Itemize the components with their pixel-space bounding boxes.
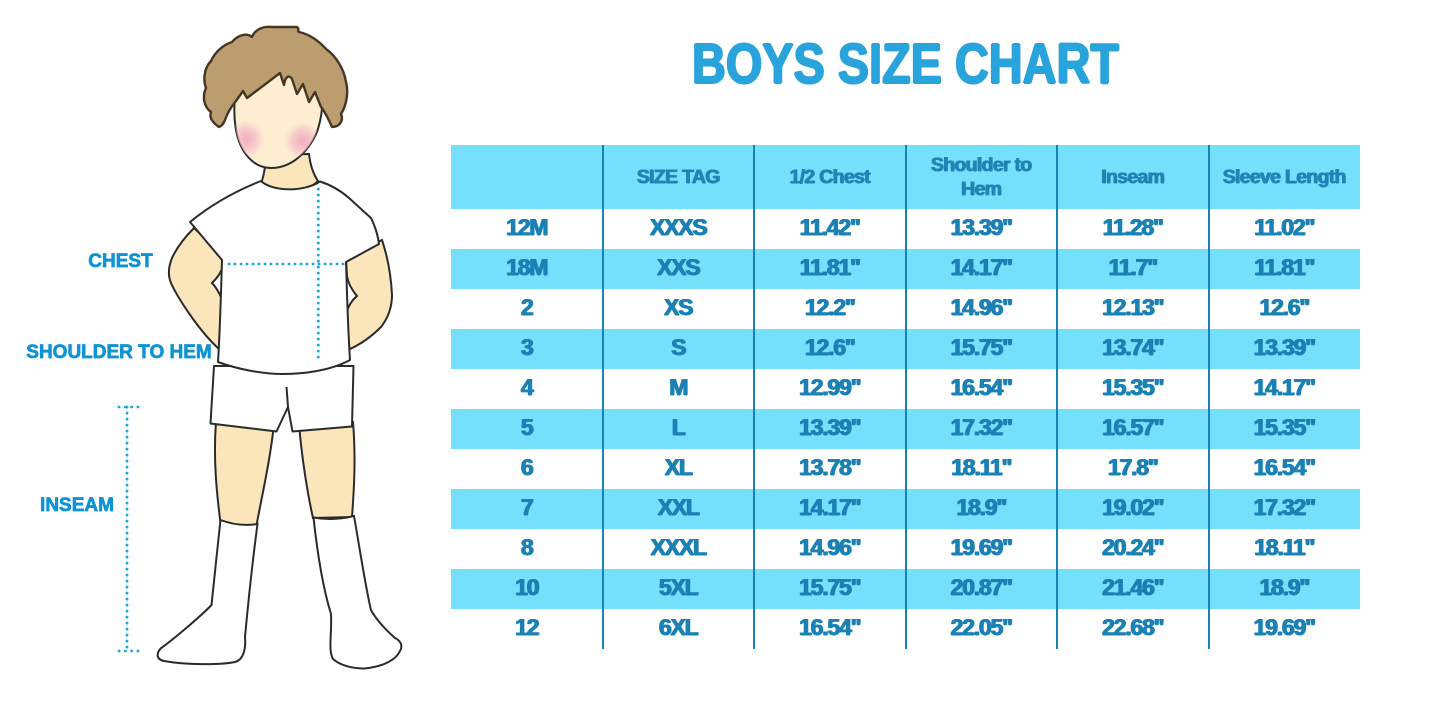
svg-text:INSEAM: INSEAM <box>40 495 114 516</box>
svg-text:SHOULDER TO HEM: SHOULDER TO HEM <box>26 342 211 363</box>
svg-text:CHEST: CHEST <box>88 251 153 272</box>
